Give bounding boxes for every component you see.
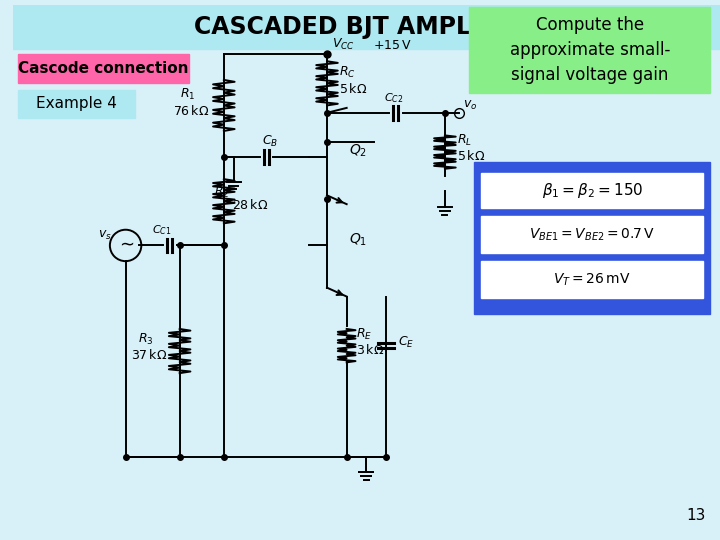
Text: $76\,\mathrm{k}\Omega$: $76\,\mathrm{k}\Omega$ bbox=[173, 104, 209, 118]
Bar bbox=[474, 162, 710, 314]
Text: $C_{C1}$: $C_{C1}$ bbox=[152, 224, 171, 238]
Text: Compute the
approximate small-
signal voltage gain: Compute the approximate small- signal vo… bbox=[510, 16, 670, 84]
Text: $v_o$: $v_o$ bbox=[462, 99, 477, 112]
Text: $Q_2$: $Q_2$ bbox=[348, 143, 366, 159]
Bar bbox=[481, 261, 703, 299]
Text: $V_{CC}$: $V_{CC}$ bbox=[332, 37, 355, 52]
Text: $R_L$: $R_L$ bbox=[456, 133, 472, 148]
Text: $R_E$: $R_E$ bbox=[356, 327, 373, 342]
Bar bbox=[469, 6, 710, 93]
Text: $C_E$: $C_E$ bbox=[397, 335, 414, 350]
Text: $\mathsf{+15\,V}$: $\mathsf{+15\,V}$ bbox=[373, 39, 412, 52]
Text: $5\,\mathrm{k}\Omega$: $5\,\mathrm{k}\Omega$ bbox=[456, 149, 485, 163]
Text: $\sim$: $\sim$ bbox=[116, 234, 135, 253]
Text: $C_{C2}$: $C_{C2}$ bbox=[384, 91, 403, 105]
Text: CASCADED BJT AMPLIFIER: CASCADED BJT AMPLIFIER bbox=[194, 15, 539, 39]
Bar bbox=[13, 5, 720, 49]
Text: $3\,\mathrm{k}\Omega$: $3\,\mathrm{k}\Omega$ bbox=[356, 342, 384, 356]
Bar bbox=[17, 54, 189, 83]
Text: $37\,\mathrm{k}\Omega$: $37\,\mathrm{k}\Omega$ bbox=[130, 348, 167, 362]
Text: 13: 13 bbox=[686, 509, 706, 523]
Text: Example 4: Example 4 bbox=[36, 97, 117, 111]
Text: $R_3$: $R_3$ bbox=[138, 332, 154, 347]
Text: $R_C$: $R_C$ bbox=[339, 64, 356, 79]
Text: $R_2$: $R_2$ bbox=[214, 185, 229, 200]
Text: $\beta_1 = \beta_2 = 150$: $\beta_1 = \beta_2 = 150$ bbox=[541, 181, 643, 200]
Text: $Q_1$: $Q_1$ bbox=[348, 232, 366, 248]
Text: $V_T = 26\,\mathrm{mV}$: $V_T = 26\,\mathrm{mV}$ bbox=[554, 272, 631, 288]
Text: $V_{BE1} = V_{BE2} = 0.7\,\mathrm{V}$: $V_{BE1} = V_{BE2} = 0.7\,\mathrm{V}$ bbox=[529, 226, 655, 243]
Text: $C_B$: $C_B$ bbox=[261, 134, 278, 150]
Text: $R_1$: $R_1$ bbox=[179, 86, 195, 102]
Bar bbox=[481, 173, 703, 208]
Text: $v_s$: $v_s$ bbox=[98, 228, 112, 242]
Bar bbox=[481, 216, 703, 253]
Text: $28\,\mathrm{k}\Omega$: $28\,\mathrm{k}\Omega$ bbox=[232, 198, 268, 212]
Text: Cascode connection: Cascode connection bbox=[18, 61, 188, 76]
Bar bbox=[17, 90, 135, 118]
Text: $5\,\mathrm{k}\Omega$: $5\,\mathrm{k}\Omega$ bbox=[339, 82, 367, 96]
